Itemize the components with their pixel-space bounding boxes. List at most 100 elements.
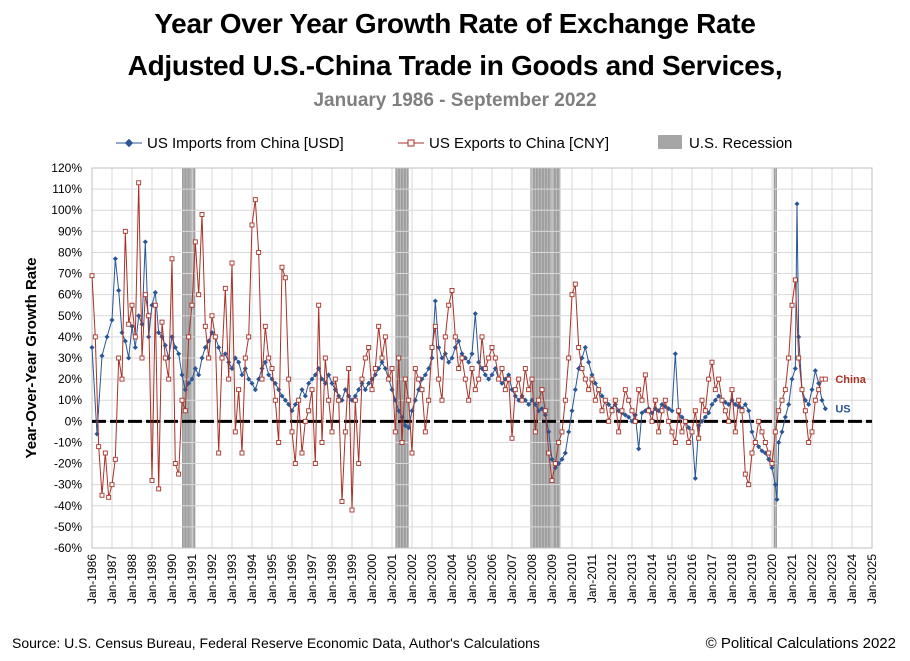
exports-point [336,397,342,403]
x-tick-label: Jan-2015 [665,554,679,604]
exports-point [686,439,692,445]
exports-point [762,439,768,445]
exports-point [496,376,502,382]
exports-point [116,355,122,361]
exports-point [182,408,188,414]
x-tick-label: Jan-2013 [625,554,639,604]
exports-point [626,397,632,403]
exports-point [659,408,665,414]
exports-point [342,429,348,435]
exports-point [729,387,735,393]
imports-point [796,334,802,340]
exports-point [272,397,278,403]
imports-point [794,201,800,207]
imports-point [569,408,575,414]
imports-point [486,376,492,382]
exports-point [619,408,625,414]
imports-point [202,344,208,350]
exports-point [636,387,642,393]
exports-point [202,323,208,329]
exports-point [776,408,782,414]
exports-point [699,397,705,403]
imports-point [329,380,335,386]
imports-point [772,482,778,488]
y-tick-label: 90% [58,224,82,238]
x-tick-label: Jan-2014 [645,554,659,604]
imports-point [104,334,110,340]
exports-point [219,355,225,361]
exports-point [749,450,755,456]
exports-point [326,397,332,403]
exports-point [212,334,218,340]
imports-point [152,290,158,296]
imports-point [239,372,245,378]
imports-point [109,317,115,323]
plot-border [91,167,873,549]
imports-point [389,387,395,393]
exports-point [449,287,455,293]
exports-point [786,355,792,361]
imports-point [769,465,775,471]
exports-point [279,264,285,270]
exports-point [96,444,102,450]
imports-point [352,393,358,399]
exports-point [602,397,608,403]
exports-point [112,456,118,462]
exports-point [576,344,582,350]
y-tick-label: 30% [58,351,82,365]
imports-point [196,372,202,378]
imports-point [122,338,128,344]
exports-point [252,197,258,203]
exports-point [152,302,158,308]
exports-point [466,397,472,403]
exports-point [432,323,438,329]
x-tick-label: Jan-1999 [345,554,359,604]
exports-point [452,334,458,340]
x-tick-label: Jan-2012 [605,554,619,604]
imports-point [342,387,348,393]
exports-point [176,471,182,477]
exports-point [329,429,335,435]
x-tick-label: Jan-2007 [505,554,519,604]
x-tick-label: Jan-2005 [465,554,479,604]
exports-point [666,418,672,424]
exports-point [102,450,108,456]
imports-point [432,298,438,304]
imports-point [819,397,825,403]
imports-point [439,355,445,361]
imports-point [252,387,258,393]
exports-point [456,366,462,372]
x-tick-label: Jan-1986 [85,554,99,604]
exports-point [532,429,538,435]
imports-point [669,408,675,414]
x-tick-label: Jan-1994 [245,554,259,604]
exports-point [579,366,585,372]
exports-point [622,387,628,393]
exports-point [766,450,772,456]
exports-point [706,376,712,382]
exports-point [332,376,338,382]
exports-point [322,355,328,361]
chart-title-line-2: Adjusted U.S.-China Trade in Goods and S… [127,50,783,81]
imports-point [306,380,312,386]
x-tick-label: Jan-2020 [765,554,779,604]
imports-point [429,355,435,361]
exports-point [372,366,378,372]
imports-point [216,344,222,350]
imports-point [136,313,142,319]
imports-point [119,330,125,336]
exports-point [386,376,392,382]
exports-point [482,366,488,372]
imports-point [782,414,788,420]
imports-point [266,372,272,378]
exports-point [302,418,308,424]
exports-point [156,486,162,492]
x-tick-label: Jan-2011 [585,554,599,603]
legend-exports-marker [407,139,415,147]
exports-point [722,408,728,414]
imports-point [499,380,505,386]
exports-point [552,461,558,467]
imports-point [199,355,205,361]
imports-point [746,408,752,414]
exports-point [299,450,305,456]
